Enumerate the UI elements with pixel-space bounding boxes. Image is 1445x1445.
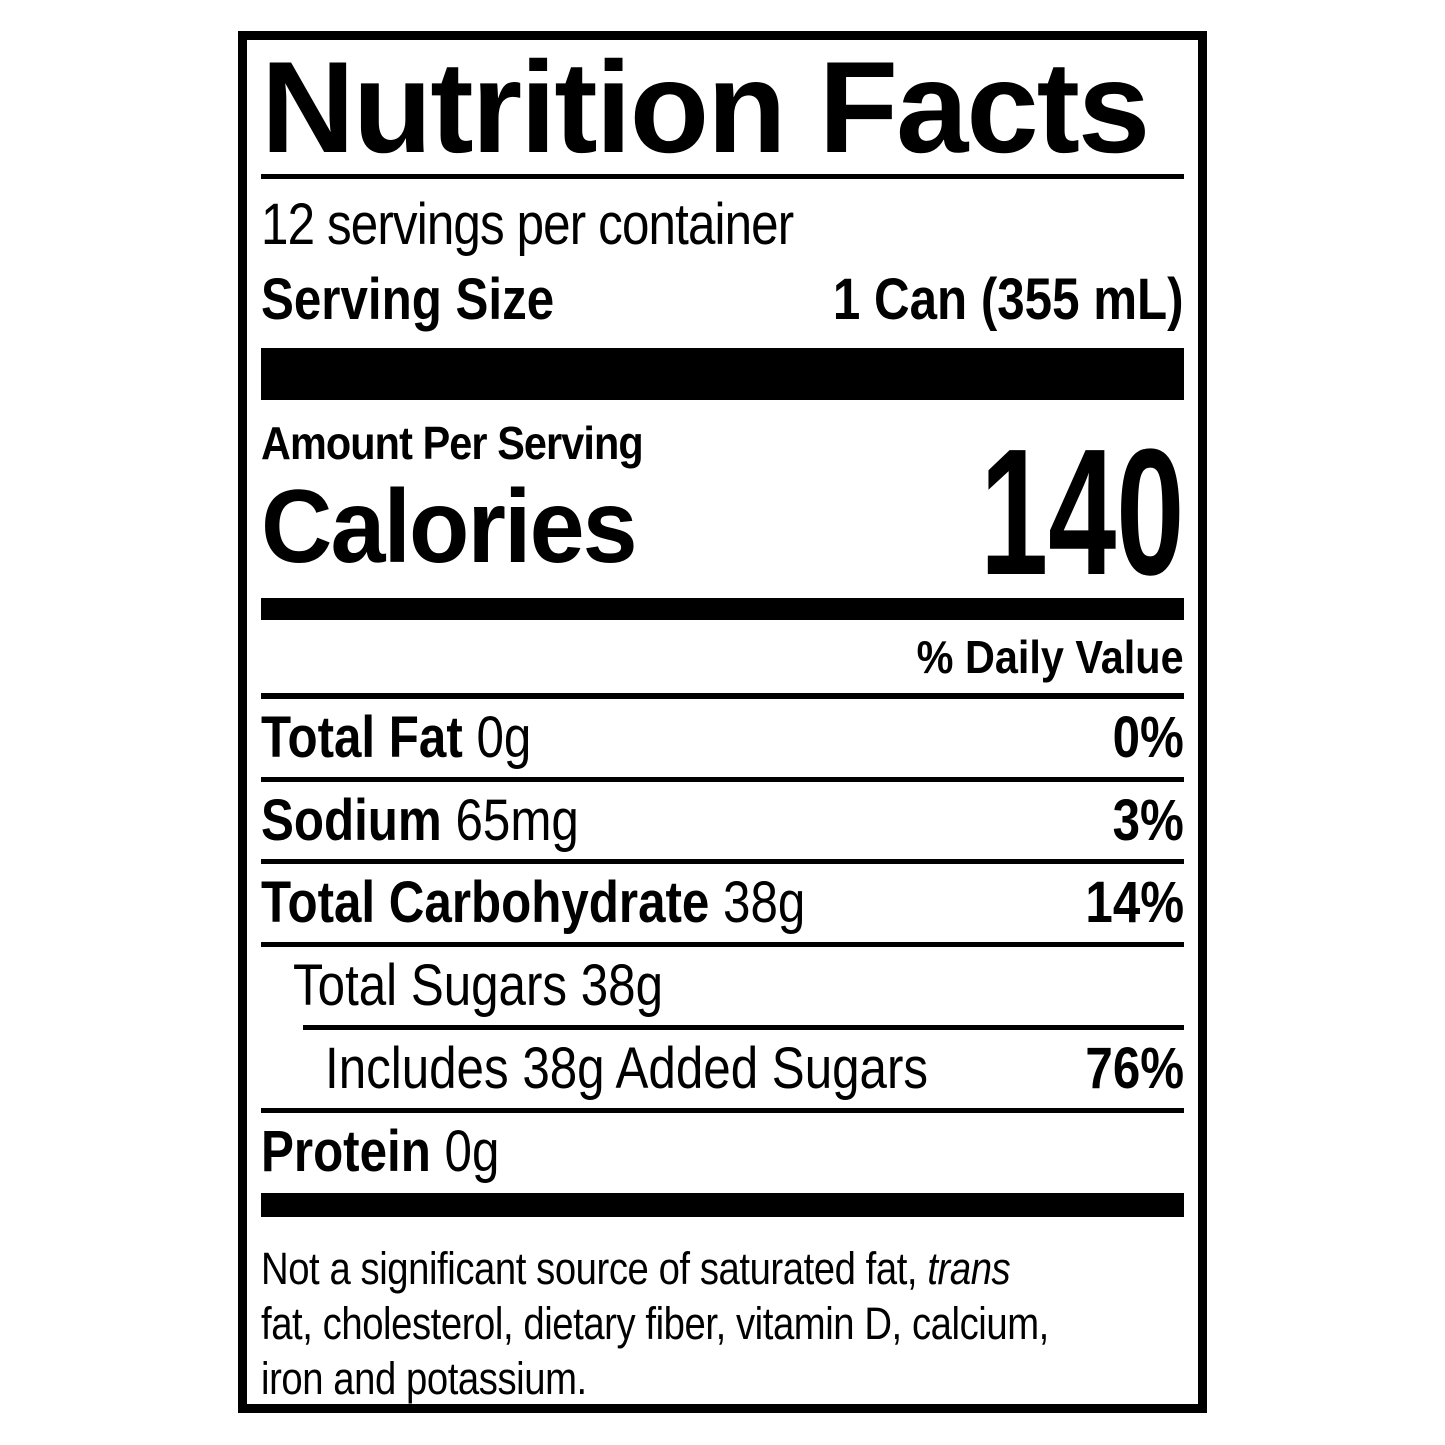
label-title: Nutrition Facts <box>261 34 1150 180</box>
servings-text: 12 servings per container <box>261 191 794 257</box>
daily-value-percent: 0% <box>1112 704 1184 770</box>
section-bar-bottom <box>261 1192 1184 1217</box>
row-total-carbohydrate: Total Carbohydrate 38g 14% <box>261 864 1184 942</box>
footnote-line-2: fat, cholesterol, dietary fiber, vitamin… <box>261 1296 1184 1351</box>
daily-value-header: % Daily Value <box>261 630 1184 685</box>
serving-size-row: Serving Size 1 Can (355 mL) <box>261 268 1184 332</box>
nutrient-name: Total Carbohydrate <box>261 870 710 936</box>
row-total-sugars: Total Sugars 38g <box>261 947 1184 1025</box>
amount-per-serving-label: Amount Per Serving <box>261 417 644 470</box>
row-separator <box>261 776 1184 782</box>
footnote-line-1-text: Not a significant source of saturated fa… <box>261 1241 1011 1296</box>
row-added-sugars: Includes 38g Added Sugars 76% <box>261 1030 1184 1108</box>
footnote-line-3-text: iron and potassium. <box>261 1352 587 1404</box>
section-bar-calories <box>261 597 1184 620</box>
nutrient-amount <box>709 870 723 935</box>
nutrient-amount <box>431 1119 445 1184</box>
calories-section: Amount Per Serving Calories 140 <box>261 416 1184 602</box>
nutrient-amount <box>567 953 581 1018</box>
section-bar-top <box>261 348 1184 401</box>
serving-size-label: Serving Size <box>261 267 555 333</box>
footnote-line-1: Not a significant source of saturated fa… <box>261 1241 1184 1296</box>
title-rule <box>261 173 1184 179</box>
nutrient-name: Includes 38g Added Sugars <box>325 1036 929 1102</box>
daily-value-percent: 14% <box>1085 870 1184 936</box>
footnote-italic-trans: trans <box>927 1242 1011 1294</box>
nutrient-amount-value: 65mg <box>455 787 579 853</box>
nutrient-amount-value: 38g <box>580 953 664 1019</box>
row-total-sugars-text: Total Sugars 38g <box>293 954 663 1018</box>
nutrient-name: Total Sugars <box>293 953 568 1019</box>
nutrient-name: Total Fat <box>261 704 463 770</box>
servings-per-container: 12 servings per container <box>261 191 1184 257</box>
nutrient-amount-value: 0g <box>444 1118 500 1184</box>
calories-label: Calories <box>261 469 638 586</box>
nutrient-amount-value: 0g <box>476 704 532 770</box>
nutrient-amount <box>463 705 477 770</box>
nutrient-name: Protein <box>261 1118 431 1184</box>
row-protein: Protein 0g <box>261 1113 1184 1191</box>
footnote-line-2-text: fat, cholesterol, dietary fiber, vitamin… <box>261 1297 1049 1349</box>
row-separator <box>261 859 1184 865</box>
daily-value-percent: 76% <box>1085 1036 1184 1102</box>
nutrition-facts-label: Nutrition Facts 12 servings per containe… <box>238 31 1207 1413</box>
calories-value: 140 <box>979 411 1184 613</box>
footnote: Not a significant source of saturated fa… <box>261 1241 1184 1406</box>
calories-left-column: Amount Per Serving Calories <box>261 416 685 584</box>
serving-size-value: 1 Can (355 mL) <box>833 267 1184 333</box>
indented-separator <box>303 1025 1184 1031</box>
row-separator <box>261 1107 1184 1113</box>
row-sodium-text: Sodium 65mg <box>261 787 579 853</box>
row-separator <box>261 942 1184 948</box>
daily-value-percent: 3% <box>1112 787 1184 853</box>
nutrient-name: Sodium <box>261 787 442 853</box>
row-total-fat-text: Total Fat 0g <box>261 704 532 770</box>
header-rule <box>261 692 1184 699</box>
row-protein-text: Protein 0g <box>261 1118 500 1184</box>
nutrient-amount <box>442 788 456 853</box>
row-sodium: Sodium 65mg 3% <box>261 782 1184 860</box>
nutrient-amount-value: 38g <box>723 870 806 936</box>
footnote-line-3: iron and potassium. <box>261 1351 1184 1406</box>
daily-value-header-text: % Daily Value <box>917 630 1184 683</box>
row-total-carbohydrate-text: Total Carbohydrate 38g <box>261 871 805 935</box>
row-total-fat: Total Fat 0g 0% <box>261 699 1184 777</box>
footnote-regular: Not a significant source of saturated fa… <box>261 1242 928 1294</box>
